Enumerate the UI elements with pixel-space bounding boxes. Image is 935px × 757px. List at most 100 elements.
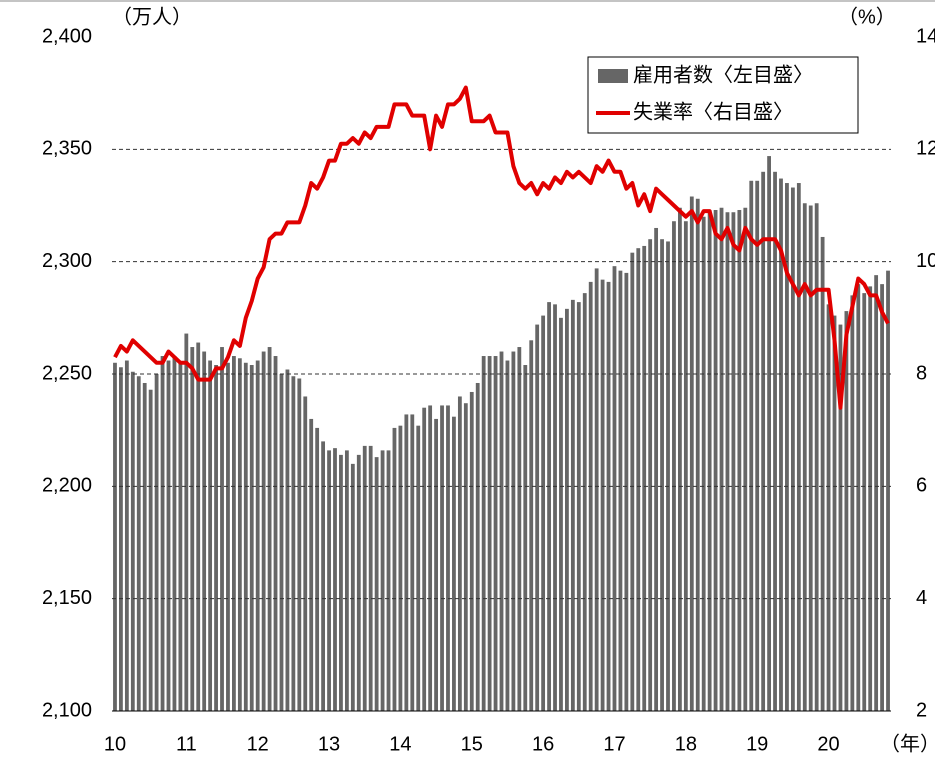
bar [814,203,819,711]
bar [142,382,147,711]
x-axis-label: （年） [880,732,935,755]
bar [124,360,129,711]
bar [255,360,260,711]
bar [190,347,195,711]
y2-tick-label: 10 [916,250,935,272]
bar [612,266,617,711]
bar [553,304,557,711]
y-tick-label: 2,400 [42,25,92,47]
bar [886,270,890,711]
bar [773,171,777,712]
bar [808,205,813,711]
y-tick-label: 2,300 [42,250,92,272]
bar [220,347,224,711]
bar [731,212,736,712]
bar [136,376,141,711]
bar [541,315,546,711]
bar [749,180,754,711]
bar [196,342,201,711]
x-tick-label: 15 [461,733,483,755]
y-tick-label: 2,200 [42,475,92,497]
y-tick-label: 2,250 [42,362,92,384]
bar [761,171,766,712]
bar [160,356,165,711]
bar [820,236,825,711]
bar [374,457,379,711]
bar [719,207,724,711]
bar [689,196,694,712]
y2-axis-label: （%） [838,5,896,28]
bar [844,311,849,711]
bar [826,304,831,711]
bar [874,275,879,711]
bar [850,295,855,711]
x-tick-label: 20 [817,733,839,755]
bar [856,284,861,711]
bar [279,374,284,711]
bar [469,391,474,711]
bar [243,362,248,711]
bar [695,198,700,711]
bar [535,324,540,711]
bar [475,382,480,711]
bar [130,371,135,711]
bar [392,427,397,711]
bar [291,376,296,711]
bar [333,448,337,711]
bar [356,454,361,711]
bar [237,358,242,711]
x-tick-label: 10 [104,733,126,755]
bar [350,463,355,711]
bar [802,203,807,711]
bar [493,356,498,711]
bar [440,405,444,711]
bar [779,178,783,712]
bar [172,356,177,711]
bar [232,356,236,711]
bar [452,416,456,711]
bar [618,270,623,711]
x-tick-label: 17 [603,733,625,755]
y2-tick-label: 6 [916,475,927,497]
bar [463,403,468,711]
bar [737,209,742,711]
y-tick-label: 2,150 [42,587,92,609]
bar [796,183,801,712]
bar [559,317,563,711]
bar [624,272,629,711]
bar [785,183,789,712]
bar [398,425,403,711]
legend-box [587,56,859,134]
bar [654,227,659,711]
y-tick-label: 2,350 [42,138,92,160]
bar [683,221,688,711]
bar [707,209,712,711]
bar [457,396,462,711]
bar [576,302,581,711]
x-tick-label: 19 [746,733,768,755]
bar [499,351,504,711]
bar [582,293,587,711]
x-tick-label: 14 [389,733,411,755]
bar [790,187,795,711]
y2-tick-label: 8 [916,362,927,384]
bar [261,351,266,711]
bar [588,281,593,711]
bar [570,299,575,711]
legend-label: 雇用者数〈左目盛〉 [633,63,813,86]
bar [148,389,153,711]
bar [677,207,682,711]
bar [666,241,670,712]
grid [112,148,891,600]
bar [339,454,343,711]
bar [862,293,867,711]
bar [755,180,760,711]
y-axis-label: （万人） [112,5,192,28]
legend: 雇用者数〈左目盛〉失業率〈右目盛〉 [587,56,859,134]
bar [642,245,647,711]
bar [404,414,409,711]
bar [701,216,706,711]
bar [214,365,218,711]
bar [303,396,308,711]
